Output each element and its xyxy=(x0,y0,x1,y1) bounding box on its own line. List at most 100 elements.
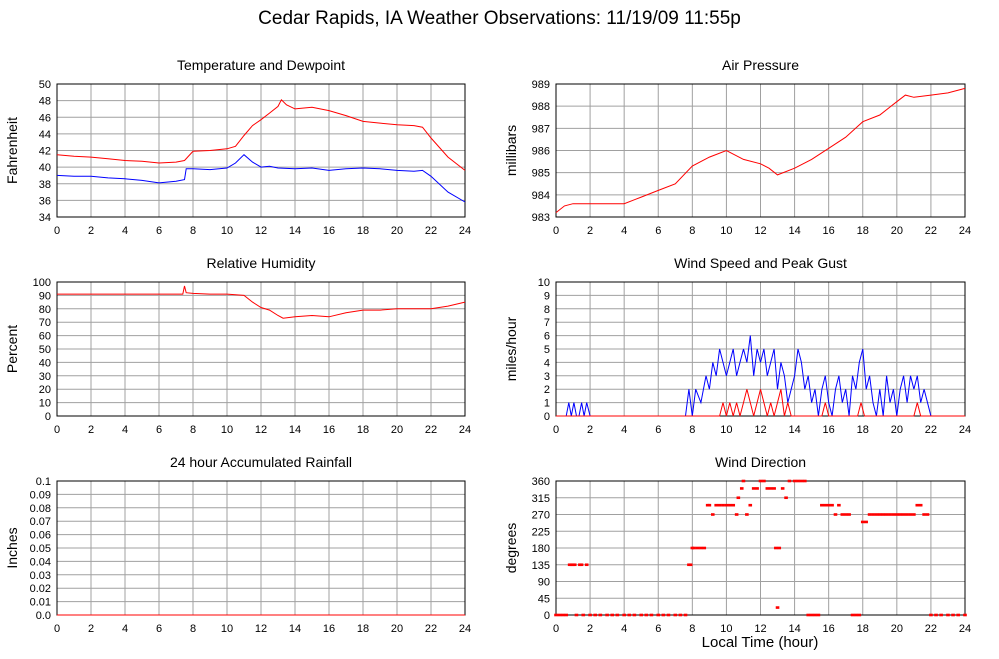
winddir-point xyxy=(688,563,693,567)
temp-ytick-label: 38 xyxy=(39,179,51,191)
pressure-frame xyxy=(555,83,966,218)
humidity-xtick-label: 24 xyxy=(459,424,471,436)
winddir-point xyxy=(702,546,707,550)
humidity-series-line-1 xyxy=(57,285,466,319)
temp-xtick-label: 2 xyxy=(88,225,94,237)
pressure-ytick-label: 987 xyxy=(532,123,550,135)
rain-ytick-label: 0.01 xyxy=(30,597,51,609)
winddir-xtick-label: 4 xyxy=(621,623,627,635)
winddir-point xyxy=(813,613,817,617)
rain-ytick-label: 0.04 xyxy=(30,556,51,568)
winddir-point xyxy=(639,613,644,617)
humidity-xtick-label: 14 xyxy=(289,424,301,436)
temp-xtick-label: 0 xyxy=(54,225,60,237)
winddir-point xyxy=(860,520,865,524)
winddir-point xyxy=(912,513,916,516)
winddir-xtick-label: 0 xyxy=(553,623,559,635)
winddir-point xyxy=(678,613,683,617)
rain-xtick-label: 16 xyxy=(323,623,335,635)
winddir-ytick-label: 45 xyxy=(538,593,550,605)
winddir-point xyxy=(714,503,718,507)
winddir-point xyxy=(905,513,909,516)
rain-ytick-label: 0.07 xyxy=(30,516,51,528)
winddir-point xyxy=(823,503,828,507)
wind-xtick-label: 18 xyxy=(857,424,869,436)
pressure-title: Air Pressure xyxy=(722,57,799,73)
humidity-ytick-label: 20 xyxy=(39,384,51,396)
winddir-point xyxy=(908,513,913,516)
winddir-point xyxy=(877,513,882,516)
winddir-ylabel: degrees xyxy=(503,523,519,574)
winddir-point xyxy=(840,513,845,516)
temp-ytick-label: 44 xyxy=(39,129,51,141)
rain-ytick-label: 0.03 xyxy=(30,570,51,582)
winddir-point xyxy=(806,613,811,617)
winddir-point xyxy=(755,487,759,490)
winddir-xtick-label: 8 xyxy=(689,623,695,635)
temp-xtick-label: 16 xyxy=(323,225,335,237)
wind-xtick-label: 16 xyxy=(823,424,835,436)
winddir-point xyxy=(724,503,729,507)
rain-ytick-label: 0.1 xyxy=(36,476,51,488)
shared-x-axis-title: Local Time (hour) xyxy=(701,634,819,651)
winddir-point xyxy=(803,479,807,483)
winddir-point xyxy=(837,503,841,507)
winddir-point xyxy=(891,513,896,516)
wind-xtick-label: 24 xyxy=(959,424,971,436)
wind-xtick-label: 22 xyxy=(925,424,937,436)
wind-ytick-label: 9 xyxy=(544,290,550,302)
humidity-title: Relative Humidity xyxy=(207,255,316,271)
winddir-xtick-label: 2 xyxy=(587,623,593,635)
humidity-ytick-label: 60 xyxy=(39,331,51,343)
rain-xtick-label: 12 xyxy=(255,623,267,635)
wind-series-line-2 xyxy=(556,389,965,417)
winddir-ytick-label: 0 xyxy=(544,610,550,622)
winddir-point xyxy=(644,613,649,617)
temp-xtick-label: 20 xyxy=(391,225,403,237)
pressure-xtick-label: 18 xyxy=(857,225,869,237)
winddir-xtick-label: 22 xyxy=(925,623,937,635)
winddir-ytick-label: 360 xyxy=(532,476,550,488)
rain-ytick-label: 0.06 xyxy=(30,530,51,542)
pressure-xtick-label: 16 xyxy=(823,225,835,237)
humidity-ytick-label: 70 xyxy=(39,317,51,329)
pressure-ytick-label: 986 xyxy=(532,146,550,158)
humidity-ytick-label: 100 xyxy=(33,277,51,289)
winddir-point xyxy=(895,513,899,516)
page-title: Cedar Rapids, IA Weather Observations: 1… xyxy=(258,8,741,29)
temp-ytick-label: 48 xyxy=(39,96,51,108)
pressure-xtick-label: 10 xyxy=(720,225,732,237)
rain-ytick-label: 0.08 xyxy=(30,503,51,515)
wind-title: Wind Speed and Peak Gust xyxy=(674,255,847,271)
winddir-point xyxy=(871,513,875,516)
rain-xtick-label: 14 xyxy=(289,623,301,635)
winddir-point xyxy=(765,487,770,490)
wind-series-line-1 xyxy=(556,335,965,417)
rain-xtick-label: 20 xyxy=(391,623,403,635)
winddir-point xyxy=(787,479,792,483)
winddir-point xyxy=(622,613,626,617)
rain-xtick-label: 0 xyxy=(54,623,60,635)
winddir-xtick-label: 18 xyxy=(857,623,869,635)
winddir-point xyxy=(796,479,800,483)
winddir-point xyxy=(775,606,780,609)
winddir-point xyxy=(572,563,577,567)
pressure-xtick-label: 14 xyxy=(788,225,800,237)
winddir-point xyxy=(610,613,615,617)
winddir-xtick-label: 16 xyxy=(823,623,835,635)
winddir-point xyxy=(717,503,722,507)
winddir-point xyxy=(792,479,797,483)
humidity-xtick-label: 2 xyxy=(88,424,94,436)
temp-xtick-label: 24 xyxy=(459,225,471,237)
winddir-point xyxy=(780,487,785,490)
winddir-point xyxy=(554,613,558,617)
rain-ytick-label: 0.09 xyxy=(30,489,51,501)
winddir-point xyxy=(922,513,926,516)
winddir-point xyxy=(901,513,906,516)
wind-ytick-label: 3 xyxy=(544,371,550,383)
winddir-point xyxy=(615,613,620,617)
rain-ytick-label: 0.0 xyxy=(36,610,51,622)
humidity-xtick-label: 4 xyxy=(122,424,128,436)
humidity-xtick-label: 12 xyxy=(255,424,267,436)
winddir-point xyxy=(777,546,782,550)
